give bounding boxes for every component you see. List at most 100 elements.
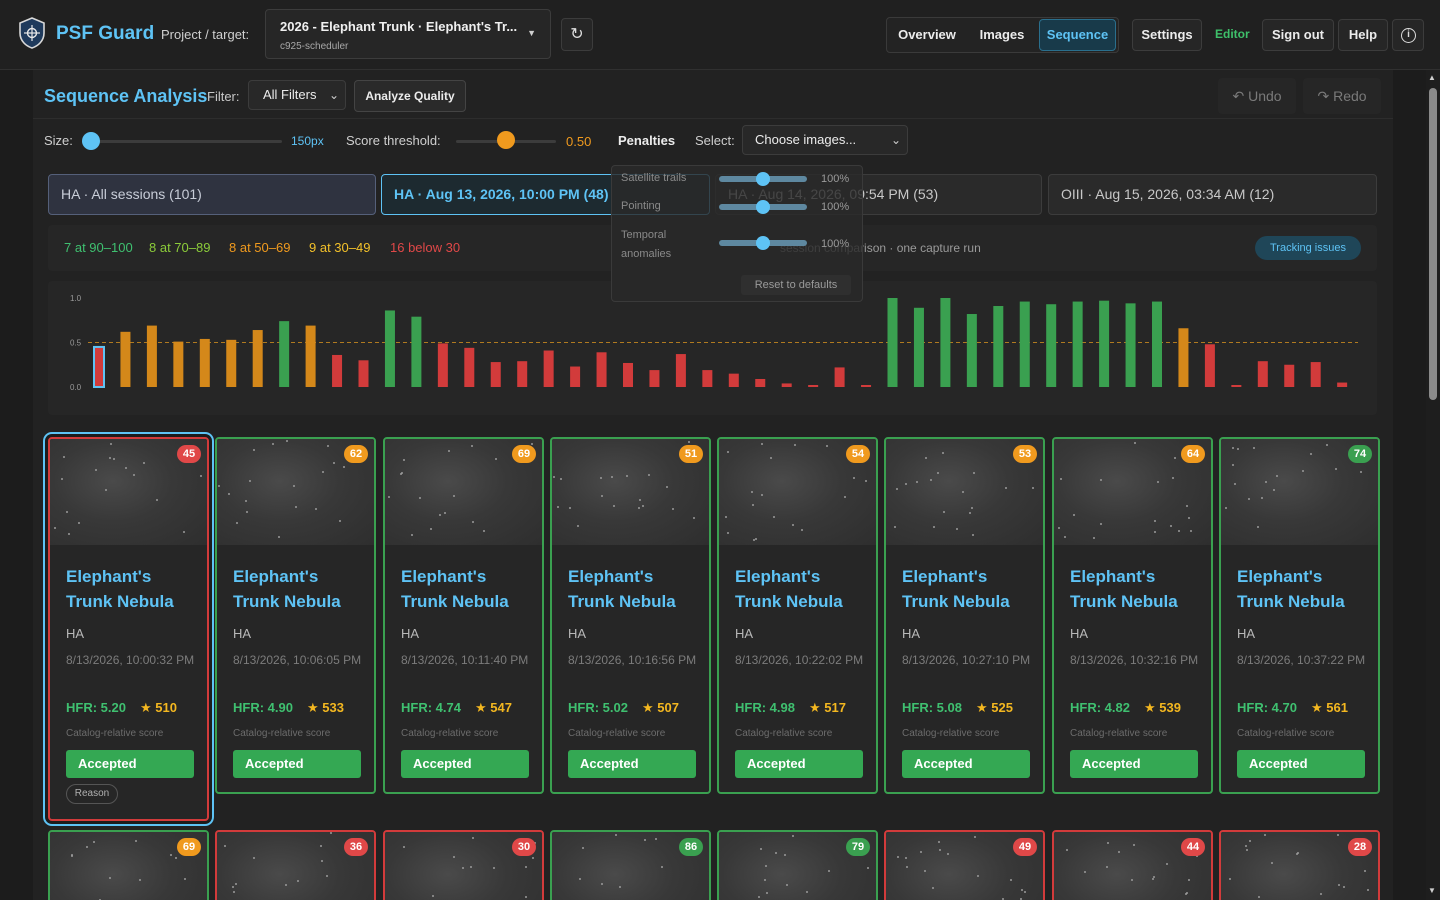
chart-bar[interactable] bbox=[887, 298, 898, 387]
image-card[interactable]: 36 bbox=[215, 830, 376, 900]
image-card[interactable]: 44 bbox=[1052, 830, 1213, 900]
stat-below-30[interactable]: 16 below 30 bbox=[390, 240, 461, 255]
chart-bar[interactable] bbox=[1178, 328, 1189, 387]
tab-images[interactable]: Images bbox=[979, 27, 1025, 42]
sign-out-button[interactable]: Sign out bbox=[1262, 19, 1334, 51]
image-card[interactable]: 79 bbox=[717, 830, 878, 900]
accepted-button[interactable]: Accepted bbox=[66, 750, 194, 778]
chart-bar[interactable] bbox=[675, 354, 686, 387]
chart-bar[interactable] bbox=[834, 367, 845, 387]
card-title[interactable]: Elephant's Trunk Nebula bbox=[1237, 567, 1345, 611]
chart-bar[interactable] bbox=[966, 314, 977, 387]
image-card[interactable]: 69 Elephant's Trunk Nebula HA 8/13/2026, 10… bbox=[383, 437, 544, 794]
chart-bar[interactable] bbox=[1284, 364, 1295, 387]
refresh-button[interactable]: ↻ bbox=[561, 18, 593, 51]
card-title[interactable]: Elephant's Trunk Nebula bbox=[735, 567, 843, 611]
chart-bar[interactable] bbox=[120, 331, 131, 387]
chart-bar[interactable] bbox=[1125, 303, 1136, 387]
card-title[interactable]: Elephant's Trunk Nebula bbox=[66, 567, 174, 611]
tab-sequence[interactable]: Sequence bbox=[1039, 19, 1116, 51]
card-title[interactable]: Elephant's Trunk Nebula bbox=[568, 567, 676, 611]
size-slider-thumb[interactable] bbox=[82, 132, 100, 150]
scroll-up-icon[interactable]: ▲ bbox=[1428, 73, 1436, 82]
chart-bar[interactable] bbox=[358, 360, 369, 387]
chart-bar[interactable] bbox=[861, 385, 872, 387]
chart-bar[interactable] bbox=[1019, 301, 1030, 387]
chart-bar[interactable] bbox=[199, 338, 210, 387]
scroll-thumb[interactable] bbox=[1429, 88, 1437, 400]
settings-button[interactable]: Settings bbox=[1132, 19, 1202, 51]
chart-bar[interactable] bbox=[808, 385, 819, 387]
chart-bar[interactable] bbox=[728, 373, 739, 387]
chart-bar[interactable] bbox=[702, 370, 713, 387]
image-card[interactable]: 86 bbox=[550, 830, 711, 900]
card-title[interactable]: Elephant's Trunk Nebula bbox=[401, 567, 509, 611]
image-card[interactable]: 64 Elephant's Trunk Nebula HA 8/13/2026, 10… bbox=[1052, 437, 1213, 794]
card-title[interactable]: Elephant's Trunk Nebula bbox=[233, 567, 341, 611]
accepted-button[interactable]: Accepted bbox=[1070, 750, 1198, 778]
chart-bar[interactable] bbox=[570, 366, 581, 387]
accepted-button[interactable]: Accepted bbox=[233, 750, 361, 778]
chart-bar[interactable] bbox=[940, 298, 951, 387]
image-card[interactable]: 62 Elephant's Trunk Nebula HA 8/13/2026, 10… bbox=[215, 437, 376, 794]
filter-select[interactable]: All Filters ⌄ bbox=[248, 80, 346, 110]
chart-bar[interactable] bbox=[1099, 300, 1110, 387]
accepted-button[interactable]: Accepted bbox=[902, 750, 1030, 778]
chart-bar[interactable] bbox=[1072, 301, 1083, 387]
editor-link[interactable]: Editor bbox=[1215, 27, 1250, 41]
chart-bar[interactable] bbox=[1231, 385, 1242, 387]
scroll-down-icon[interactable]: ▼ bbox=[1428, 886, 1436, 895]
stat-90-100[interactable]: 7 at 90–100 bbox=[64, 240, 133, 255]
image-card[interactable]: 45 Elephant's Trunk Nebula HA 8/13/2026, 10… bbox=[48, 437, 209, 821]
chart-bar[interactable] bbox=[517, 361, 528, 387]
tab-overview[interactable]: Overview bbox=[898, 27, 956, 42]
chart-bar[interactable] bbox=[1152, 301, 1162, 387]
chart-bar[interactable] bbox=[1310, 362, 1321, 387]
page-scrollbar[interactable]: ▲ ▼ bbox=[1426, 70, 1440, 900]
chart-bar[interactable] bbox=[332, 354, 343, 387]
chart-bar[interactable] bbox=[305, 325, 316, 387]
image-card[interactable]: 74 Elephant's Trunk Nebula HA 8/13/2026, 10… bbox=[1219, 437, 1380, 794]
chart-bar[interactable] bbox=[543, 350, 554, 387]
accepted-button[interactable]: Accepted bbox=[401, 750, 529, 778]
chart-bar[interactable] bbox=[649, 370, 660, 387]
chart-bar[interactable] bbox=[913, 307, 924, 387]
chart-bar[interactable] bbox=[490, 362, 501, 387]
chart-bar[interactable] bbox=[226, 339, 237, 387]
redo-button[interactable]: ↷ Redo bbox=[1303, 78, 1381, 114]
accepted-button[interactable]: Accepted bbox=[735, 750, 863, 778]
stat-30-49[interactable]: 9 at 30–49 bbox=[309, 240, 371, 255]
reason-button[interactable]: Reason bbox=[66, 784, 118, 804]
chart-bar[interactable] bbox=[411, 316, 422, 387]
chart-bar[interactable] bbox=[1046, 304, 1057, 387]
image-card[interactable]: 69 bbox=[48, 830, 209, 900]
stat-50-69[interactable]: 8 at 50–69 bbox=[229, 240, 291, 255]
chart-bar[interactable] bbox=[146, 325, 157, 387]
image-card[interactable]: 30 bbox=[383, 830, 544, 900]
card-title[interactable]: Elephant's Trunk Nebula bbox=[902, 567, 1010, 611]
choose-images-select[interactable]: Choose images... ⌄ bbox=[742, 125, 908, 155]
chart-bar[interactable] bbox=[93, 345, 105, 388]
chart-bar[interactable] bbox=[596, 352, 607, 387]
chart-bar[interactable] bbox=[623, 362, 633, 387]
info-button[interactable]: i bbox=[1392, 19, 1424, 51]
chart-bar[interactable] bbox=[173, 341, 184, 387]
chart-bar[interactable] bbox=[1337, 382, 1348, 387]
image-card[interactable]: 51 Elephant's Trunk Nebula HA 8/13/2026, 10… bbox=[550, 437, 711, 794]
chart-bar[interactable] bbox=[279, 321, 290, 387]
chart-bar[interactable] bbox=[993, 306, 1004, 387]
session-tab-all[interactable]: HA · All sessions (101) bbox=[48, 174, 376, 215]
chart-bar[interactable] bbox=[464, 347, 475, 387]
chart-bar[interactable] bbox=[1257, 361, 1268, 387]
image-card[interactable]: 49 bbox=[884, 830, 1045, 900]
accepted-button[interactable]: Accepted bbox=[568, 750, 696, 778]
chart-bar[interactable] bbox=[781, 383, 792, 387]
image-card[interactable]: 28 bbox=[1219, 830, 1380, 900]
chart-bar[interactable] bbox=[1204, 344, 1215, 387]
reset-defaults-button[interactable]: Reset to defaults bbox=[741, 275, 851, 295]
analyze-quality-button[interactable]: Analyze Quality bbox=[354, 80, 466, 112]
chart-bar[interactable] bbox=[437, 343, 448, 387]
stat-70-89[interactable]: 8 at 70–89 bbox=[149, 240, 211, 255]
tracking-issues-button[interactable]: Tracking issues bbox=[1255, 236, 1361, 260]
penalty-thumb-pointing[interactable] bbox=[756, 200, 770, 214]
